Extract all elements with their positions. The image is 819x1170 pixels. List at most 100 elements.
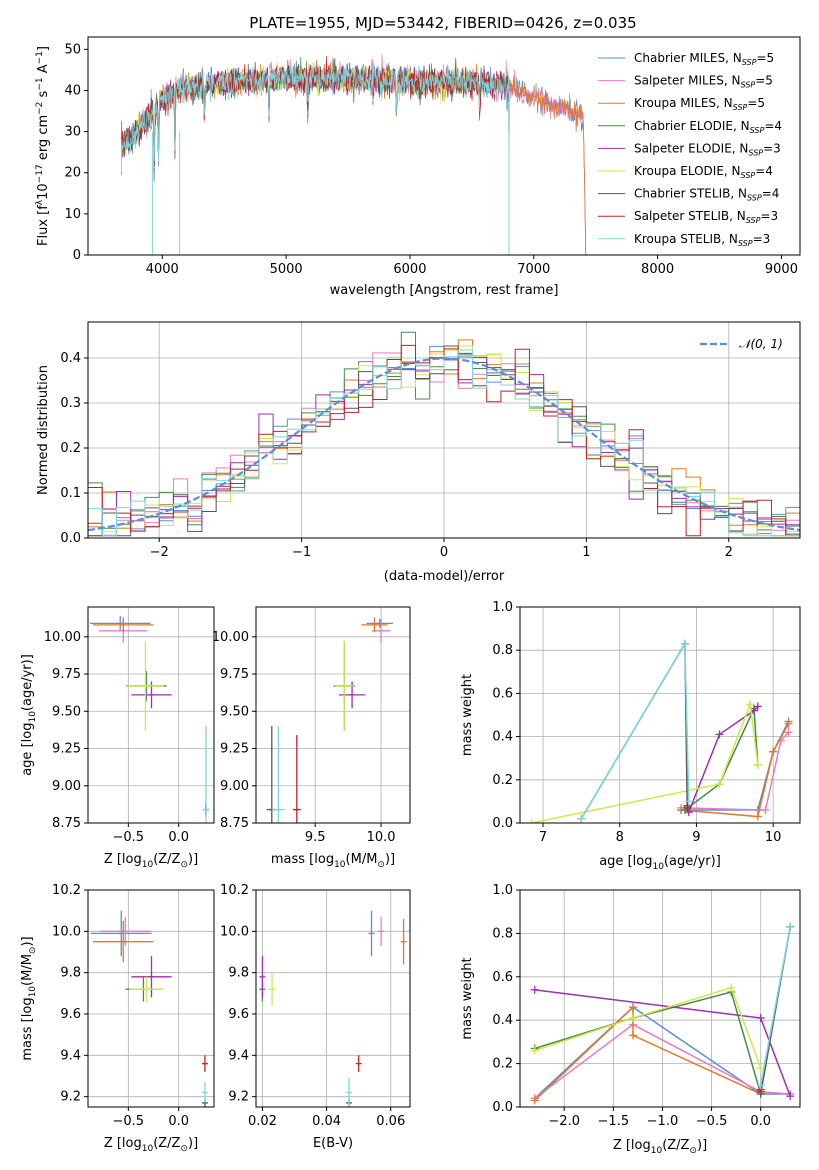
y-tick-label: 9.75: [220, 667, 249, 682]
y-tick-label: 9.4: [228, 1048, 249, 1063]
mass_vs_Z-points: [91, 910, 208, 1107]
age_vs_Z-frame: [87, 606, 215, 824]
y-tick-label: 0: [73, 248, 81, 263]
weight_vs_age-ylabel: mass weight: [460, 674, 475, 756]
weight-series-line: [534, 1005, 762, 1102]
y-tick-label: 0.0: [492, 816, 513, 831]
normal-curve: [88, 357, 800, 532]
y-tick-label: 0.2: [60, 441, 81, 456]
histogram-step: [88, 344, 800, 537]
age_vs_Z-points: [90, 615, 209, 823]
mass_vs_Z-ylabel: mass [log10(M/M⊙)]: [20, 936, 38, 1060]
y-tick-label: 0.4: [60, 351, 81, 366]
y-tick-label: 9.6: [228, 1007, 249, 1022]
y-tick-label: 10.0: [220, 924, 249, 939]
weight-series-line: [534, 1023, 791, 1099]
y-tick-label: 8.75: [220, 816, 249, 831]
age_vs_mass-xlabel: mass [log10(M/M⊙)]: [271, 852, 395, 870]
x-tick-label: 2: [725, 545, 733, 560]
histogram-step: [88, 349, 800, 537]
x-tick-label: −0.5: [113, 1114, 145, 1129]
age_vs_mass-points: [266, 617, 393, 823]
x-tick-label: 0.06: [376, 1114, 405, 1129]
residuals-legend-entry: 𝒩(0, 1): [739, 337, 783, 351]
legend-entry: Kroupa ELODIE, NSSP=4: [634, 164, 773, 180]
mass_vs_ebv-xlabel: E(B-V): [313, 1136, 353, 1151]
age_vs_mass-axes: 9.5 10.0 8.75 9.00 9.25 9.50 9.75 10.00: [212, 607, 410, 845]
weight_vs_age-lines: [527, 639, 793, 823]
y-tick-label: 0.0: [60, 531, 81, 546]
x-tick-label: 9: [692, 830, 700, 845]
x-tick-label: 0.0: [168, 830, 189, 845]
x-tick-label: 7000: [517, 262, 550, 277]
x-tick-label: 0: [440, 545, 448, 560]
weight_vs_age-axes: 7 8 9 10 0.0 0.2 0.4 0.6 0.8 1.0: [492, 600, 800, 845]
weight-series-line: [684, 708, 759, 811]
y-tick-label: 10.0: [52, 924, 81, 939]
legend-entry: Salpeter MILES, NSSP=5: [634, 74, 773, 90]
weight-series-line: [688, 705, 759, 813]
y-tick-label: 9.8: [60, 966, 81, 981]
mass_vs_ebv-points: [259, 910, 407, 1107]
weight_vs_age-frame: [519, 606, 801, 824]
spectrum-series-line: [121, 61, 510, 255]
weight_vs_age-xlabel: age [log10(age/yr)]: [599, 854, 721, 872]
x-tick-label: 5000: [270, 262, 303, 277]
weight-series-line: [534, 986, 762, 1069]
legend-entry: Kroupa MILES, NSSP=5: [634, 96, 765, 112]
y-tick-label: 9.2: [228, 1090, 249, 1105]
age_vs_Z-xlabel: Z [log10(Z/Z⊙)]: [104, 852, 198, 870]
x-tick-label: 9.5: [305, 830, 326, 845]
weight-series-line: [681, 721, 790, 811]
mass_vs_Z-frame: [87, 889, 215, 1108]
residuals-frame: [87, 321, 801, 539]
x-tick-label: −1: [292, 545, 311, 560]
legend-entry: Chabrier ELODIE, NSSP=4: [634, 119, 782, 135]
spectrum-frame: [87, 36, 801, 256]
weight_vs_Z-ylabel: mass weight: [460, 957, 475, 1039]
y-tick-label: 9.6: [60, 1007, 81, 1022]
y-tick-label: 0.8: [492, 643, 513, 658]
weight-series-line: [534, 1006, 791, 1099]
x-tick-label: −2: [150, 545, 169, 560]
x-tick-label: 4000: [146, 262, 179, 277]
y-tick-label: 0.3: [60, 396, 81, 411]
x-tick-label: 10.0: [367, 830, 396, 845]
y-tick-label: 0.0: [492, 1100, 513, 1115]
x-tick-label: 10: [765, 830, 782, 845]
mass_vs_ebv-frame: [255, 889, 411, 1108]
mass_vs_Z-axes: −0.5 0.0 9.2 9.4 9.6 9.8 10.0 10.2: [52, 883, 214, 1129]
y-tick-label: 0.4: [492, 730, 513, 745]
age_vs_Z-ylabel: age [log10(age/yr)]: [20, 654, 38, 776]
residuals-ylabel: Normed distribution: [36, 365, 51, 495]
y-tick-label: 9.50: [220, 704, 249, 719]
y-tick-label: 0.2: [492, 773, 513, 788]
x-tick-label: 1: [582, 545, 590, 560]
y-tick-label: 20: [64, 166, 81, 181]
y-tick-label: 1.0: [492, 883, 513, 898]
legend-entry: Chabrier STELIB, NSSP=4: [634, 187, 779, 203]
x-tick-label: −1.0: [647, 1114, 679, 1129]
spectrum-xlabel: wavelength [Angstrom, rest frame]: [330, 283, 559, 298]
weight_vs_Z-axes: −2.0 −1.5 −1.0 −0.5 0.0 0.0 0.2 0.4 0.6 0.8 1.0: [492, 883, 800, 1129]
y-tick-label: 0.1: [60, 486, 81, 501]
y-tick-label: 10.00: [212, 630, 249, 645]
y-tick-label: 10: [64, 207, 81, 222]
y-tick-label: 10.2: [220, 883, 249, 898]
x-tick-label: −0.5: [113, 830, 145, 845]
weight-series-line: [580, 641, 690, 820]
x-tick-label: 0.0: [750, 1114, 771, 1129]
y-tick-label: 10.2: [52, 883, 81, 898]
age_vs_Z-axes: −0.5 0.0 8.75 9.00 9.25 9.50 9.75 10.00: [44, 607, 214, 845]
x-tick-label: 9000: [765, 262, 798, 277]
legend-entry: Salpeter STELIB, NSSP=3: [634, 209, 778, 225]
spectrum-legend: Chabrier MILES, NSSP=5 Salpeter MILES, NS…: [598, 51, 782, 248]
age_vs_mass-frame: [255, 606, 411, 824]
spectrum-axes: 4000 5000 6000 7000 8000 9000 0 10 20 30 40 50: [64, 42, 798, 277]
weight_vs_Z-xlabel: Z [log10(Z/Z⊙)]: [613, 1138, 707, 1156]
y-tick-label: 9.25: [52, 742, 81, 757]
y-tick-label: 10.00: [44, 630, 81, 645]
weight-series-line: [681, 731, 790, 811]
y-tick-label: 0.8: [492, 926, 513, 941]
